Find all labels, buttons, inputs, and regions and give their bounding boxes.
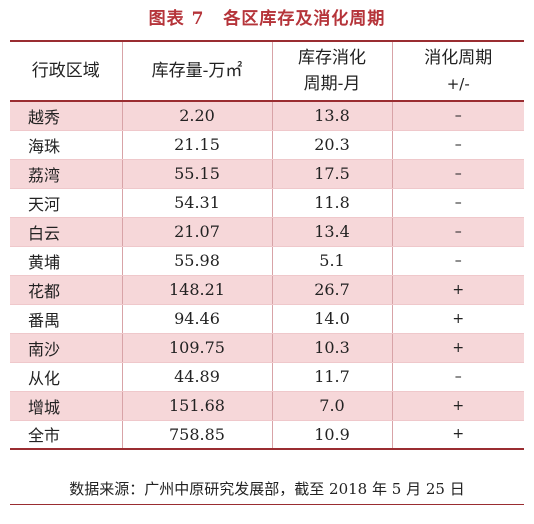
header-row: 行政区域 库存量-万㎡ 库存消化 周期-月 消化周期 +/-: [10, 40, 524, 102]
change-cell: –: [391, 246, 524, 276]
figure-number: 图表 7: [148, 9, 205, 29]
cycle-cell: 13.4: [271, 217, 392, 247]
header-change-line1: 消化周期: [424, 48, 493, 68]
header-cycle-line1: 库存消化: [298, 48, 366, 68]
cycle-cell: 14.0: [271, 304, 392, 334]
figure-title: 图表 7 各区库存及消化周期: [0, 4, 534, 34]
change-cell: +: [391, 333, 524, 363]
inventory-cell: 55.15: [121, 159, 272, 189]
change-cell: +: [391, 391, 524, 421]
table-row: 天河 54.31 11.8–: [10, 188, 524, 218]
cycle-cell: 17.5: [271, 159, 392, 189]
inventory-cell: 151.68: [121, 391, 272, 421]
inventory-cell: 109.75: [121, 333, 272, 363]
table-row: 从化 44.89 11.7–: [10, 362, 524, 392]
table-row: 海珠 21.15 20.3–: [10, 130, 524, 160]
cycle-cell: 10.3: [271, 333, 392, 363]
cycle-cell: 11.8: [271, 188, 392, 218]
source-note: 数据来源：广州中原研究发展部，截至 2018 年 5 月 25 日: [10, 474, 524, 505]
table-row: 白云 21.07 13.4–: [10, 217, 524, 247]
change-cell: –: [391, 130, 524, 160]
inventory-cell: 758.85: [121, 420, 272, 450]
table-row: 增城 151.68 7.0 +: [10, 391, 524, 421]
table-row: 荔湾 55.15 17.5–: [10, 159, 524, 189]
district-cell: 番禺: [10, 304, 122, 334]
district-cell: 全市: [10, 420, 122, 450]
inventory-cell: 94.46: [121, 304, 272, 334]
cycle-cell: 5.1: [271, 246, 392, 276]
change-cell: –: [391, 362, 524, 392]
table-row: 黄埔 55.98 5.1–: [10, 246, 524, 276]
district-cell: 越秀: [10, 101, 122, 131]
change-cell: +: [391, 304, 524, 334]
change-cell: –: [391, 217, 524, 247]
inventory-cell: 21.07: [121, 217, 272, 247]
change-cell: –: [391, 101, 524, 131]
change-cell: +: [391, 420, 524, 450]
inventory-cell: 55.98: [121, 246, 272, 276]
change-cell: +: [391, 275, 524, 305]
table-row: 花都 148.21 26.7 +: [10, 275, 524, 305]
cycle-cell: 26.7: [271, 275, 392, 305]
change-cell: –: [391, 159, 524, 189]
district-cell: 花都: [10, 275, 122, 305]
header-change-line2: +/-: [446, 75, 470, 93]
table-row: 越秀 2.20 13.8–: [10, 101, 524, 131]
district-cell: 增城: [10, 391, 122, 421]
inventory-cell: 44.89: [121, 362, 272, 392]
inventory-cell: 21.15: [121, 130, 272, 160]
district-cell: 白云: [10, 217, 122, 247]
header-inventory: 库存量-万㎡: [121, 40, 272, 102]
table-row: 南沙 109.75 10.3 +: [10, 333, 524, 363]
cycle-cell: 11.7: [271, 362, 392, 392]
district-cell: 天河: [10, 188, 122, 218]
cycle-cell: 13.8: [271, 101, 392, 131]
district-cell: 荔湾: [10, 159, 122, 189]
header-change: 消化周期 +/-: [391, 40, 524, 102]
change-cell: –: [391, 188, 524, 218]
cycle-cell: 10.9: [271, 420, 392, 450]
cycle-cell: 20.3: [271, 130, 392, 160]
district-cell: 从化: [10, 362, 122, 392]
cycle-cell: 7.0: [271, 391, 392, 421]
header-cycle-line2: 周期-月: [303, 74, 361, 94]
district-cell: 海珠: [10, 130, 122, 160]
district-cell: 南沙: [10, 333, 122, 363]
inventory-cell: 2.20: [121, 101, 272, 131]
header-cycle: 库存消化 周期-月: [271, 40, 392, 102]
figure-title-text: 各区库存及消化周期: [223, 9, 386, 29]
inventory-cell: 148.21: [121, 275, 272, 305]
district-cell: 黄埔: [10, 246, 122, 276]
header-district: 行政区域: [10, 40, 122, 102]
table-row: 番禺 94.46 14.0 +: [10, 304, 524, 334]
table-row: 全市 758.85 10.9 +: [10, 420, 524, 450]
inventory-cell: 54.31: [121, 188, 272, 218]
inventory-table: 行政区域 库存量-万㎡ 库存消化 周期-月 消化周期 +/- 越秀 2.20 13.…: [10, 40, 524, 450]
